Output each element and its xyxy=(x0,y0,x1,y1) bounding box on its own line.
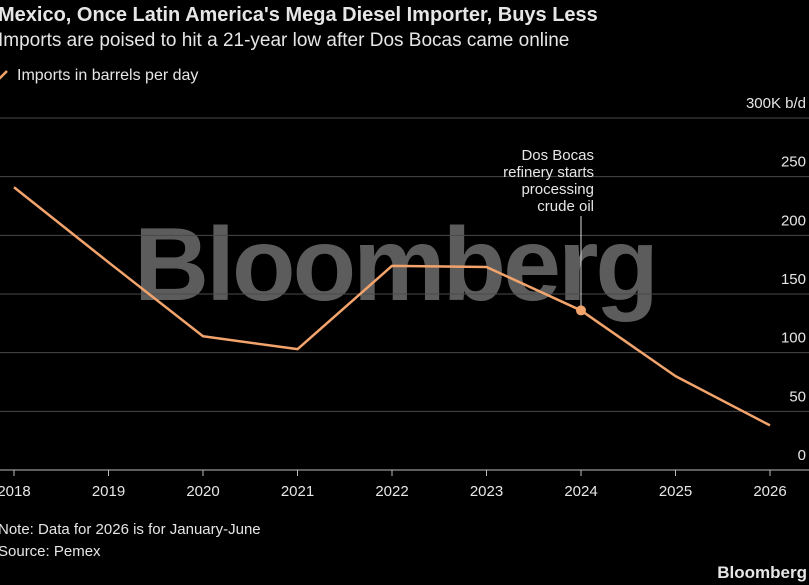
x-tick-label: 2026 xyxy=(753,483,786,500)
logo: Bloomberg xyxy=(717,563,807,582)
annotation-text: refinery starts xyxy=(503,164,594,181)
x-tick-label: 2019 xyxy=(92,483,125,500)
x-tick-label: 2025 xyxy=(659,483,692,500)
legend-swatch xyxy=(0,70,8,80)
legend-label: Imports in barrels per day xyxy=(17,67,198,84)
x-tick-label: 2020 xyxy=(186,483,219,500)
annotation-text: crude oil xyxy=(537,198,594,215)
source: Source: Pemex xyxy=(0,543,101,560)
note: Note: Data for 2026 is for January-June xyxy=(0,521,261,538)
y-tick-label: 200 xyxy=(781,212,806,229)
annotation-text: processing xyxy=(521,181,594,198)
y-tick-label: 150 xyxy=(781,271,806,288)
x-tick-label: 2023 xyxy=(470,483,503,500)
series-line xyxy=(13,186,771,427)
chart-title: Mexico, Once Latin America's Mega Diesel… xyxy=(0,4,598,26)
x-tick-label: 2022 xyxy=(375,483,408,500)
x-tick-label: 2021 xyxy=(281,483,314,500)
y-tick-label: 50 xyxy=(789,388,806,405)
x-tick-label: 2018 xyxy=(0,483,31,500)
y-tick-label: 0 xyxy=(798,447,806,464)
y-tick-label: 250 xyxy=(781,154,806,171)
y-tick-label: 300K b/d xyxy=(746,95,806,112)
x-tick-label: 2024 xyxy=(564,483,597,500)
chart-subtitle: Imports are poised to hit a 21-year low … xyxy=(0,30,569,51)
annotation-text: Dos Bocas xyxy=(521,147,594,164)
y-tick-label: 100 xyxy=(781,330,806,347)
annotation-marker xyxy=(576,305,586,316)
